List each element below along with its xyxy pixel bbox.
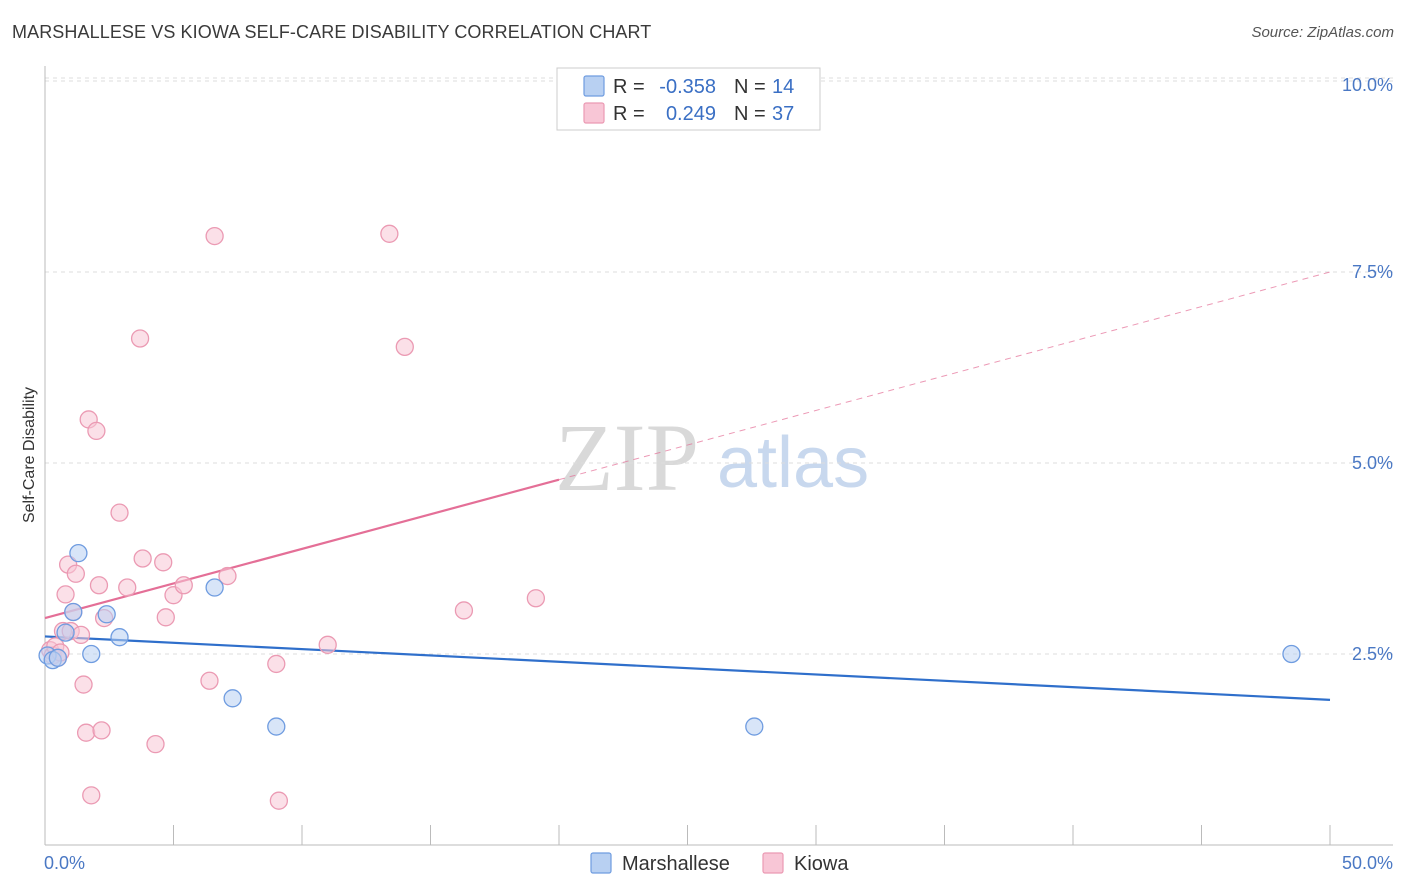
data-point-kiowa (146, 735, 165, 754)
data-point-kiowa (82, 786, 101, 805)
data-point-kiowa (267, 654, 286, 674)
data-point-kiowa (218, 566, 237, 586)
data-point-kiowa (526, 589, 546, 608)
trend-line-extension-kiowa (558, 271, 1331, 481)
data-points (38, 224, 1301, 810)
series-legend: Marshallese Kiowa (590, 852, 849, 875)
data-point-kiowa (395, 337, 414, 357)
legend-r-value: -0.358 (659, 76, 716, 98)
data-point-kiowa (318, 635, 337, 654)
data-point-kiowa (133, 549, 152, 568)
data-point-kiowa (118, 578, 137, 597)
legend-n-label: N = (734, 76, 766, 98)
data-point-marshallese (69, 544, 88, 563)
legend-n-value: 37 (772, 103, 794, 125)
data-point-marshallese (48, 648, 67, 667)
data-point-kiowa (56, 585, 75, 604)
data-point-kiowa (66, 564, 85, 583)
data-point-kiowa (380, 224, 399, 243)
data-point-marshallese (97, 605, 116, 624)
legend-swatch-marshallese (590, 852, 612, 874)
data-point-kiowa (71, 625, 91, 645)
source-credit: Source: ZipAtlas.com (1251, 24, 1394, 41)
chart-title: MARSHALLESE VS KIOWA SELF-CARE DISABILIT… (12, 22, 652, 42)
trend-line-marshallese (44, 635, 1331, 701)
data-point-kiowa (110, 503, 129, 522)
data-point-kiowa (89, 576, 109, 595)
data-point-kiowa (130, 329, 150, 348)
data-point-kiowa (76, 723, 96, 742)
x-tick-label-right: 50.0% (1342, 853, 1393, 873)
data-point-kiowa (87, 421, 106, 441)
data-point-kiowa (156, 608, 175, 627)
legend-swatch-marshallese (583, 75, 605, 97)
data-point-marshallese (745, 717, 764, 736)
legend-r-value: 0.249 (666, 103, 716, 125)
legend-n-value: 14 (772, 76, 794, 98)
data-point-kiowa (454, 601, 474, 620)
data-point-kiowa (154, 553, 173, 572)
legend-label-kiowa: Kiowa (794, 853, 849, 875)
legend-r-label: R = (613, 76, 645, 98)
y-tick-label: 2.5% (1352, 644, 1393, 664)
y-tick-label: 5.0% (1352, 453, 1393, 473)
data-point-marshallese (267, 717, 286, 736)
data-point-marshallese (64, 602, 83, 622)
data-point-kiowa (174, 576, 193, 595)
legend-label-marshallese: Marshallese (622, 853, 730, 875)
watermark-zip: ZIP (555, 404, 699, 511)
y-tick-label: 7.5% (1352, 262, 1393, 282)
data-point-marshallese (1282, 644, 1301, 664)
data-point-kiowa (74, 675, 93, 694)
grid-lines (45, 77, 1393, 655)
y-axis-label: Self-Care Disability (21, 387, 38, 523)
trend-line-kiowa (44, 478, 560, 620)
legend-swatch-kiowa (583, 102, 605, 124)
data-point-marshallese (223, 689, 242, 708)
data-point-marshallese (110, 628, 129, 647)
data-point-kiowa (200, 671, 219, 690)
legend-n-label: N = (734, 103, 766, 125)
data-point-kiowa (92, 721, 111, 740)
data-point-kiowa (205, 226, 224, 246)
data-point-kiowa (269, 791, 289, 810)
data-point-marshallese (82, 644, 101, 664)
legend-r-label: R = (613, 103, 645, 125)
x-tick-label-left: 0.0% (44, 853, 85, 873)
stats-legend: R = -0.358 N = 14 R = 0.249 N = 37 (556, 67, 821, 131)
legend-swatch-kiowa (762, 852, 784, 874)
data-point-marshallese (56, 623, 75, 642)
data-point-marshallese (205, 578, 224, 597)
axes: 2.5% 5.0% 7.5% 10.0% (44, 66, 1393, 846)
y-tick-label: 10.0% (1342, 75, 1393, 95)
